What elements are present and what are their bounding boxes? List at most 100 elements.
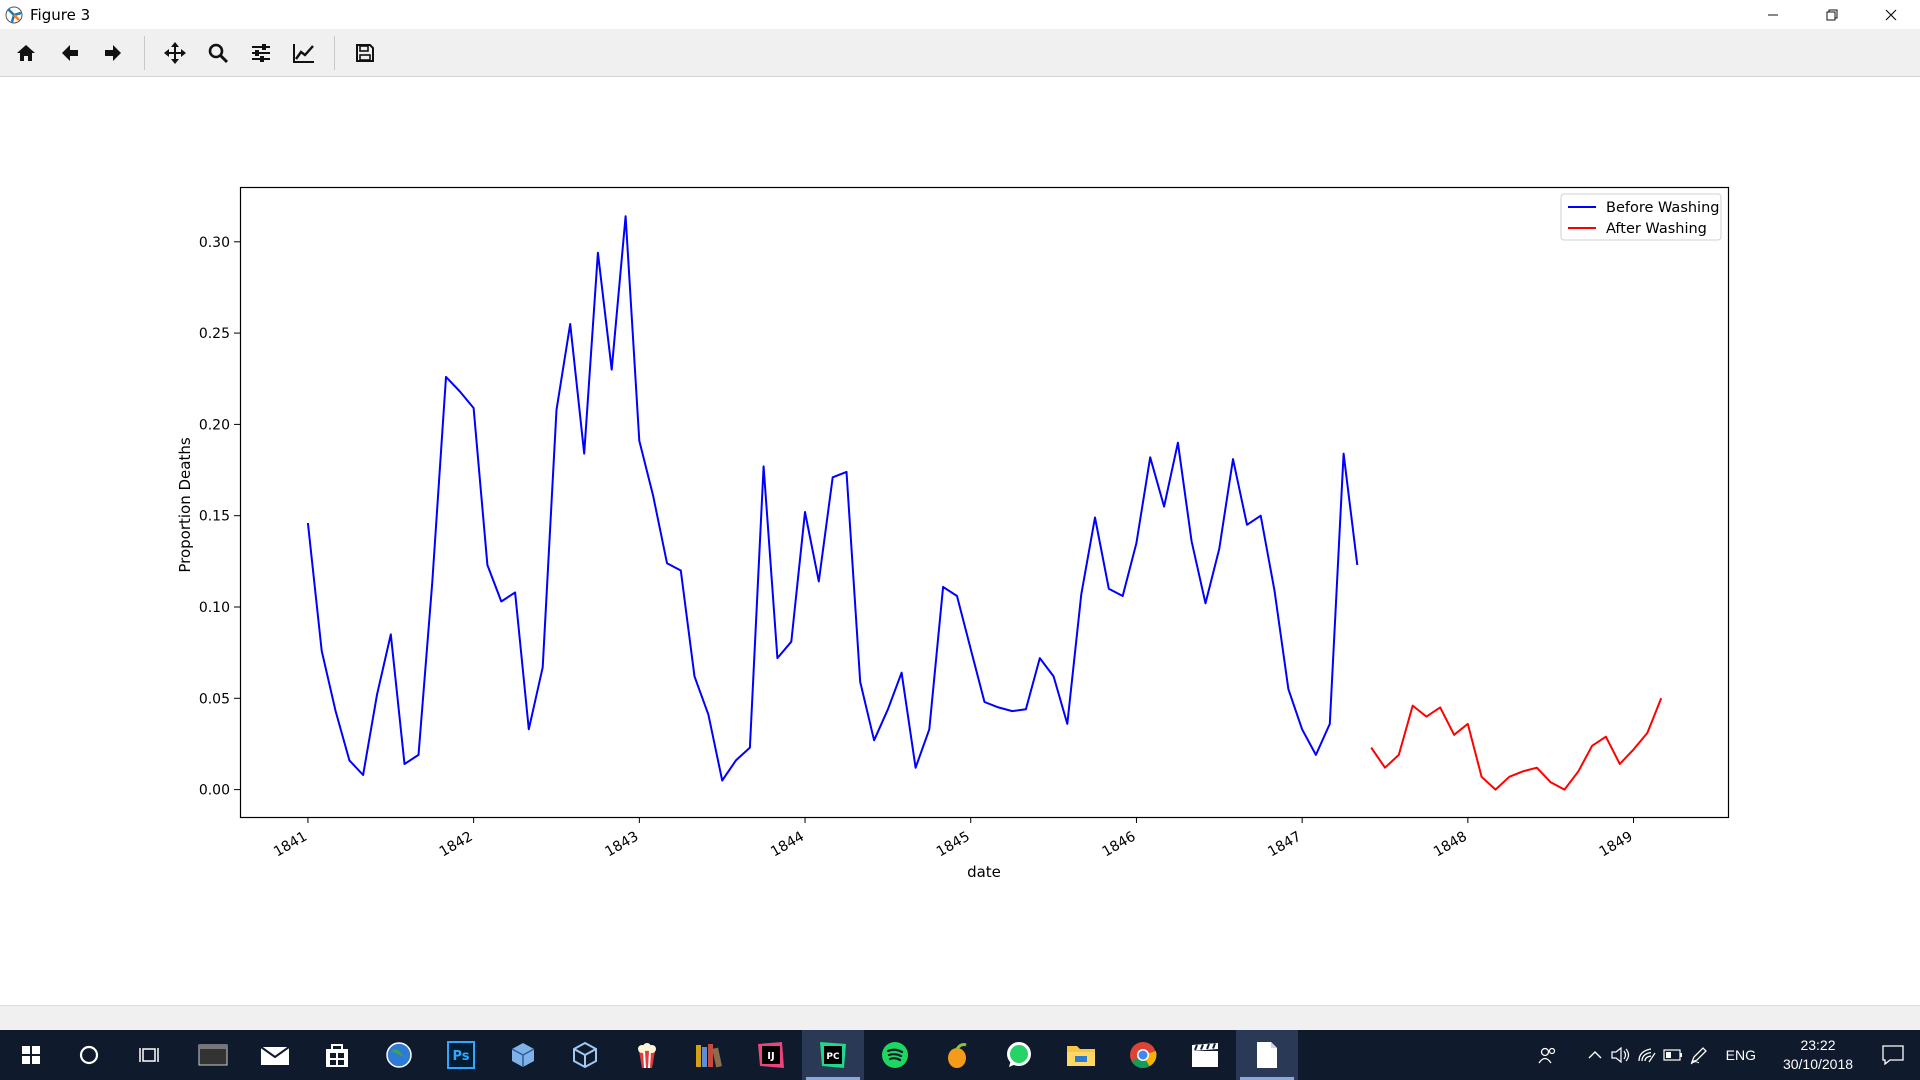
taskbar-app-media[interactable] bbox=[1174, 1030, 1236, 1080]
mail-icon bbox=[260, 1046, 290, 1065]
taskbar-app-books[interactable] bbox=[678, 1030, 740, 1080]
show-hidden-icons-button[interactable] bbox=[1582, 1030, 1608, 1080]
taskbar-app-cube[interactable] bbox=[492, 1030, 554, 1080]
cortana-icon bbox=[79, 1045, 99, 1065]
configure-subplots-button[interactable] bbox=[244, 37, 278, 69]
series-line-before-washing bbox=[306, 215, 1359, 782]
start-icon bbox=[22, 1046, 40, 1064]
taskbar-app-pycharm[interactable]: PC bbox=[802, 1030, 864, 1080]
y-tick-label: 0.10 bbox=[199, 600, 230, 616]
arrow-right-icon bbox=[105, 45, 121, 61]
close-button[interactable] bbox=[1861, 0, 1920, 29]
pycharm-label: PC bbox=[826, 1052, 840, 1062]
document-icon bbox=[1257, 1042, 1277, 1068]
taskbar-app-spotify[interactable] bbox=[864, 1030, 926, 1080]
toolbar-separator bbox=[144, 36, 145, 70]
legend-box bbox=[1560, 193, 1722, 241]
speaker-icon bbox=[1611, 1047, 1629, 1063]
input-language[interactable]: ENG bbox=[1725, 1047, 1756, 1063]
save-button[interactable] bbox=[348, 37, 382, 69]
y-tick-label: 0.15 bbox=[199, 509, 230, 525]
pycharm-icon: PC bbox=[820, 1042, 846, 1068]
x-axis-label: date bbox=[967, 863, 1001, 881]
pan-button[interactable] bbox=[158, 37, 192, 69]
x-tick-label: 1842 bbox=[437, 829, 476, 861]
y-tick-label: 0.25 bbox=[199, 326, 230, 342]
whatsapp-icon bbox=[1007, 1042, 1031, 1067]
axes-frame bbox=[239, 186, 1730, 819]
action-center-button[interactable] bbox=[1866, 1030, 1920, 1080]
minimize-icon bbox=[1767, 14, 1778, 15]
clock-date: 30/10/2018 bbox=[1782, 1056, 1854, 1072]
sliders-icon bbox=[252, 44, 270, 62]
battery-icon bbox=[1663, 1049, 1682, 1061]
restore-icon bbox=[1826, 9, 1837, 20]
taskbar-app-fl-studio[interactable] bbox=[926, 1030, 988, 1080]
clock-time: 23:22 bbox=[1800, 1037, 1836, 1053]
taskbar-app-store[interactable] bbox=[306, 1030, 368, 1080]
taskbar-clock[interactable]: 23:22 30/10/2018 bbox=[1770, 1036, 1866, 1074]
taskbar-app-virtualbox[interactable] bbox=[554, 1030, 616, 1080]
books-icon bbox=[696, 1044, 723, 1068]
intellij-icon: IJ bbox=[758, 1042, 784, 1068]
battery-button[interactable] bbox=[1660, 1030, 1686, 1080]
x-tick-label: 1849 bbox=[1597, 829, 1636, 861]
zoom-button[interactable] bbox=[201, 37, 235, 69]
figure-canvas[interactable]: 1841 1842 1843 1844 1845 1846 1847 1848 1849 0.0… bbox=[0, 77, 1920, 1005]
task-view-button[interactable] bbox=[118, 1030, 180, 1080]
back-button[interactable] bbox=[53, 37, 87, 69]
pen-icon bbox=[1690, 1047, 1707, 1065]
home-icon bbox=[17, 45, 35, 61]
notification-icon bbox=[1882, 1045, 1904, 1065]
taskbar-app-intellij[interactable]: IJ bbox=[740, 1030, 802, 1080]
window-title: Figure 3 bbox=[30, 5, 91, 24]
move-icon bbox=[164, 42, 186, 64]
matplotlib-icon bbox=[5, 6, 23, 23]
browser-globe-icon bbox=[386, 1042, 412, 1068]
arrow-left-icon bbox=[62, 45, 78, 61]
photoshop-label: Ps bbox=[452, 1049, 469, 1064]
minimize-button[interactable] bbox=[1743, 0, 1802, 29]
x-tick-label: 1845 bbox=[934, 829, 973, 861]
taskbar-app-popcorn[interactable] bbox=[616, 1030, 678, 1080]
x-tick-label: 1844 bbox=[768, 829, 807, 861]
taskbar-app-terminal[interactable] bbox=[182, 1030, 244, 1080]
fl-studio-icon bbox=[948, 1043, 967, 1068]
y-axis-label: Proportion Deaths bbox=[176, 437, 194, 573]
cortana-button[interactable] bbox=[58, 1030, 120, 1080]
edit-axes-button[interactable] bbox=[287, 37, 321, 69]
legend-label-before: Before Washing bbox=[1606, 200, 1719, 216]
terminal-icon bbox=[198, 1044, 228, 1066]
taskbar-app-mail[interactable] bbox=[244, 1030, 306, 1080]
x-tick-label: 1843 bbox=[602, 829, 641, 861]
cube-icon bbox=[511, 1043, 535, 1067]
media-clapper-icon bbox=[1192, 1043, 1218, 1067]
taskbar-app-document[interactable] bbox=[1236, 1030, 1298, 1080]
start-button[interactable] bbox=[0, 1030, 62, 1080]
y-tick-label: 0.05 bbox=[199, 691, 230, 707]
restore-button[interactable] bbox=[1802, 0, 1861, 29]
volume-button[interactable] bbox=[1608, 1030, 1634, 1080]
line-chart: 1841 1842 1843 1844 1845 1846 1847 1848 1849 0.0… bbox=[176, 186, 1730, 881]
taskbar-app-file-explorer[interactable] bbox=[1050, 1030, 1112, 1080]
virtualbox-icon bbox=[573, 1041, 597, 1069]
taskbar-app-browser[interactable] bbox=[368, 1030, 430, 1080]
y-tick-label: 0.30 bbox=[199, 235, 230, 251]
windows-taskbar: Ps IJ PC bbox=[0, 1030, 1920, 1080]
file-explorer-icon bbox=[1067, 1046, 1095, 1066]
x-tick-label: 1841 bbox=[271, 829, 310, 861]
forward-button[interactable] bbox=[96, 37, 130, 69]
x-tick-label: 1847 bbox=[1265, 829, 1304, 861]
popcorn-icon bbox=[638, 1043, 656, 1069]
store-icon bbox=[326, 1044, 348, 1067]
taskbar-app-chrome[interactable] bbox=[1112, 1030, 1174, 1080]
taskbar-app-whatsapp[interactable] bbox=[988, 1030, 1050, 1080]
navigation-toolbar bbox=[0, 29, 1920, 77]
network-button[interactable] bbox=[1634, 1030, 1660, 1080]
people-button[interactable] bbox=[1534, 1030, 1560, 1080]
spotify-icon bbox=[882, 1042, 908, 1068]
home-button[interactable] bbox=[9, 37, 43, 69]
taskbar-app-photoshop[interactable]: Ps bbox=[430, 1030, 492, 1080]
pen-button[interactable] bbox=[1686, 1030, 1712, 1080]
photoshop-icon: Ps bbox=[447, 1041, 475, 1069]
